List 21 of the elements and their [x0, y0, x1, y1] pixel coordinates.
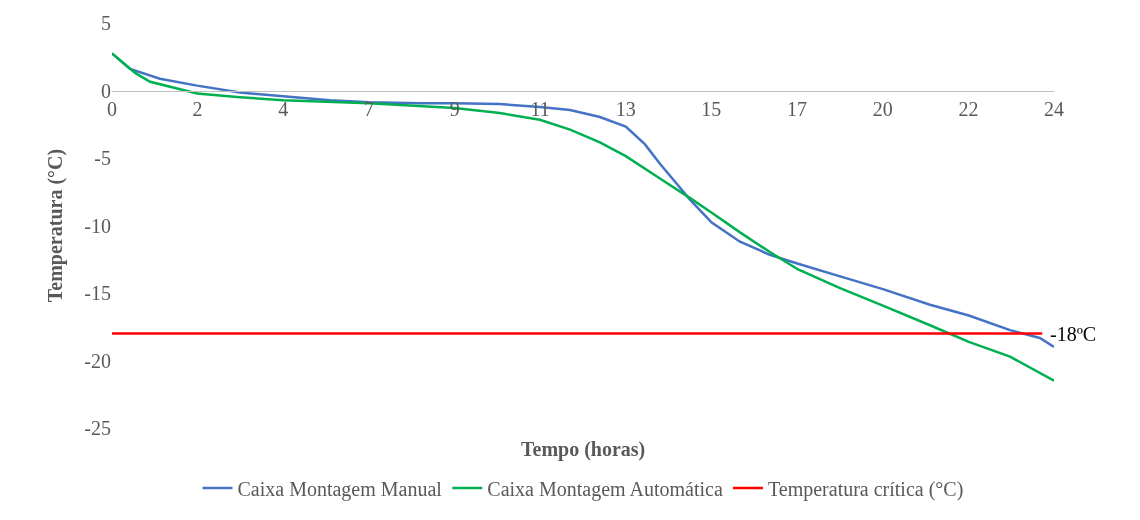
legend-label: Temperatura crítica (°C) [767, 477, 964, 501]
y-tick-label: -10 [84, 214, 111, 237]
x-tick-label: 20 [872, 97, 893, 120]
y-tick-label: -15 [84, 282, 111, 304]
x-tick-label: 4 [278, 97, 289, 120]
x-tick-label: 13 [615, 97, 636, 120]
y-axis-title: Temperatura (°C) [44, 148, 67, 303]
y-tick-label: 5 [101, 12, 111, 34]
y-tick-label: -20 [84, 349, 111, 372]
legend-label: Caixa Montagem Manual [237, 477, 443, 501]
x-tick-label: 24 [1044, 97, 1064, 120]
y-tick-label: -25 [84, 417, 111, 439]
y-tick-label: 0 [101, 79, 111, 102]
x-tick-label: 17 [786, 97, 807, 120]
x-axis-title: Tempo (horas) [521, 438, 646, 461]
y-tick-label: -5 [94, 147, 111, 169]
x-tick-label: 2 [192, 97, 203, 120]
x-tick-label: 15 [701, 97, 722, 120]
annotation: -18ºC [1050, 323, 1097, 345]
x-tick-label: 22 [958, 97, 979, 120]
legend-label: Caixa Montagem Automática [487, 477, 723, 501]
